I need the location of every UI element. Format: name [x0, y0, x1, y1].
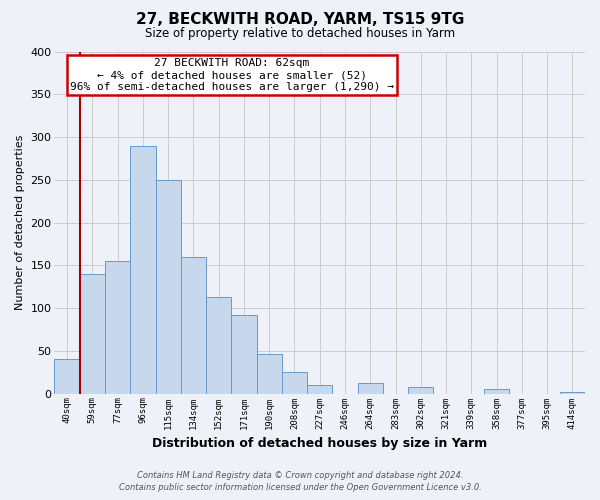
Bar	[307, 385, 332, 394]
Bar	[257, 354, 282, 394]
Bar	[181, 257, 206, 394]
Text: 27, BECKWITH ROAD, YARM, TS15 9TG: 27, BECKWITH ROAD, YARM, TS15 9TG	[136, 12, 464, 28]
Bar	[155, 180, 181, 394]
Text: 27 BECKWITH ROAD: 62sqm
← 4% of detached houses are smaller (52)
96% of semi-det: 27 BECKWITH ROAD: 62sqm ← 4% of detached…	[70, 58, 394, 92]
Bar	[560, 392, 585, 394]
Bar	[55, 360, 80, 394]
Bar	[130, 146, 155, 394]
Bar	[484, 390, 509, 394]
Bar	[206, 297, 232, 394]
Text: Contains HM Land Registry data © Crown copyright and database right 2024.
Contai: Contains HM Land Registry data © Crown c…	[119, 471, 481, 492]
Bar	[408, 387, 433, 394]
Y-axis label: Number of detached properties: Number of detached properties	[15, 135, 25, 310]
Bar	[282, 372, 307, 394]
Bar	[80, 274, 105, 394]
Bar	[358, 382, 383, 394]
Bar	[232, 315, 257, 394]
Text: Size of property relative to detached houses in Yarm: Size of property relative to detached ho…	[145, 28, 455, 40]
Bar	[105, 261, 130, 394]
X-axis label: Distribution of detached houses by size in Yarm: Distribution of detached houses by size …	[152, 437, 487, 450]
